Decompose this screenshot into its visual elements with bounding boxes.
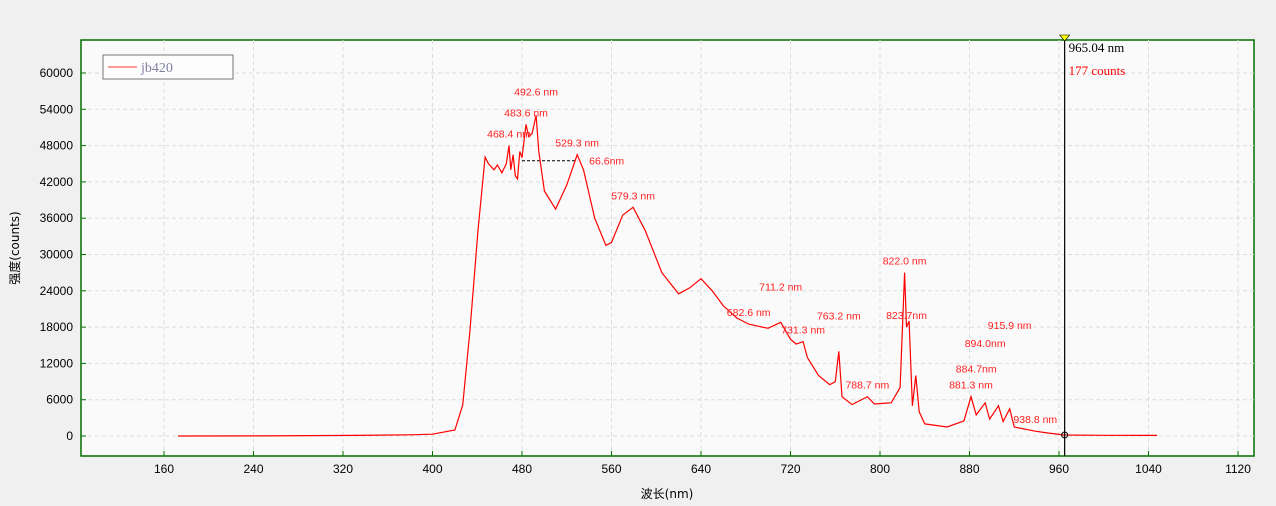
x-tick-label: 960: [1049, 462, 1069, 476]
peak-label: 763.2 nm: [817, 310, 861, 322]
peak-label: 822.0 nm: [883, 256, 927, 268]
x-tick-label: 1040: [1135, 462, 1162, 476]
fwhm-marker: 66.6nm: [522, 156, 624, 168]
fwhm-label: 66.6nm: [589, 156, 624, 168]
y-tick-label: 42000: [40, 175, 74, 189]
peak-label: 881.3 nm: [949, 380, 993, 392]
legend-label: jb420: [140, 61, 173, 76]
x-tick-label: 480: [512, 462, 532, 476]
cursor-y-readout: 177 counts: [1069, 63, 1126, 78]
peak-label: 884.7nm: [956, 364, 997, 376]
peak-label: 823.7nm: [886, 310, 927, 322]
legend: jb420: [102, 54, 234, 80]
peak-labels: 468.4 nm 483.6 nm 492.6 nm 529.3 nm 579.3 nm…: [487, 86, 1057, 426]
y-tick-label: 0: [66, 429, 73, 443]
x-tick-label: 1120: [1225, 462, 1251, 476]
y-tick-label: 24000: [40, 284, 74, 298]
y-tick-label: 48000: [40, 139, 74, 153]
plot-area: [80, 39, 1255, 457]
y-tick-label: 12000: [40, 356, 74, 370]
cursor[interactable]: 965.04 nm 177 counts: [1059, 34, 1126, 456]
peak-label: 468.4 nm: [487, 129, 531, 141]
series-line-jb420: [177, 115, 1158, 437]
y-tick-label: 36000: [40, 211, 74, 225]
x-axis: 160 240 320 400 480 560 640 720 800 880 960 1040 112…: [154, 451, 1251, 476]
peak-label: 894.0nm: [965, 338, 1006, 350]
x-tick-label: 320: [333, 462, 353, 476]
cursor-x-readout: 965.04 nm: [1069, 40, 1125, 55]
x-tick-label: 640: [691, 462, 711, 476]
y-axis: 0 6000 12000 18000 24000 30000 36000 42000 48000…: [40, 66, 86, 443]
y-axis-title: 强度(counts): [7, 211, 22, 284]
peak-label: 492.6 nm: [514, 86, 558, 98]
cursor-handle-icon: [1059, 34, 1071, 42]
peak-label: 915.9 nm: [988, 320, 1032, 332]
peak-label: 731.3 nm: [781, 325, 825, 337]
grid: [81, 40, 1254, 456]
y-tick-label: 60000: [40, 66, 74, 80]
cursor-point-marker: [1061, 431, 1069, 439]
peak-label: 682.6 nm: [727, 307, 771, 319]
x-tick-label: 400: [422, 462, 442, 476]
x-axis-title: 波长(nm): [641, 487, 694, 501]
y-tick-label: 54000: [40, 102, 74, 116]
x-tick-label: 560: [601, 462, 621, 476]
x-tick-label: 160: [154, 462, 174, 476]
peak-label: 529.3 nm: [555, 138, 599, 150]
peak-label: 579.3 nm: [611, 190, 655, 202]
x-tick-label: 800: [870, 462, 890, 476]
x-tick-label: 720: [780, 462, 800, 476]
y-tick-label: 18000: [40, 320, 74, 334]
y-tick-label: 6000: [46, 393, 73, 407]
peak-label: 483.6 nm: [504, 107, 548, 119]
x-tick-label: 880: [959, 462, 979, 476]
peak-label: 788.7 nm: [845, 380, 889, 392]
peak-label: 711.2 nm: [759, 281, 802, 293]
peak-label: 938.8 nm: [1013, 414, 1057, 426]
x-tick-label: 240: [243, 462, 263, 476]
y-tick-label: 30000: [40, 248, 74, 262]
